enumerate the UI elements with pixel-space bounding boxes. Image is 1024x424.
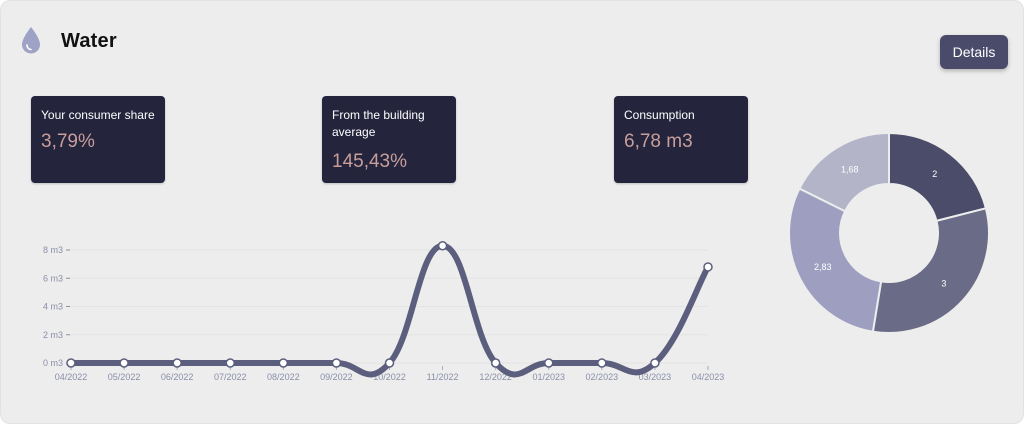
y-tick-label: 4 m3 [43, 302, 63, 312]
x-tick-label: 11/2022 [427, 372, 459, 382]
stat-value: 145,43% [332, 151, 408, 172]
stat-value: 3,79% [41, 131, 95, 152]
donut-slice[interactable] [788, 187, 883, 333]
x-tick-label: 08/2022 [267, 372, 300, 382]
x-tick-label: 02/2023 [586, 372, 619, 382]
donut-slice-label: 2 [932, 169, 937, 179]
data-point[interactable] [66, 358, 76, 368]
stat-consumer-share: Your consumer share 3,79% [31, 96, 165, 183]
donut-slice-label: 1,68 [841, 165, 859, 175]
stat-label: From the building average [332, 108, 425, 139]
stat-value: 6,78 m3 [624, 131, 693, 152]
data-point[interactable] [278, 358, 289, 368]
x-tick-label: 04/2022 [55, 372, 88, 382]
card-title: Water [61, 30, 117, 52]
data-point[interactable] [437, 241, 448, 251]
data-point[interactable] [172, 358, 182, 368]
water-drop-icon [22, 27, 40, 54]
donut-slice-label: 2,83 [814, 262, 832, 272]
x-tick-label: 09/2022 [320, 372, 353, 382]
data-point[interactable] [384, 358, 395, 368]
x-tick-label: 03/2023 [639, 372, 672, 382]
x-tick-label: 10/2022 [373, 372, 406, 382]
x-tick-label: 04/2023 [692, 372, 725, 382]
y-tick-label: 2 m3 [43, 330, 63, 340]
y-tick-label: 6 m3 [43, 273, 63, 283]
series-line [68, 242, 711, 378]
x-tick-label: 01/2023 [532, 372, 565, 382]
data-point[interactable] [490, 358, 501, 368]
x-tick-label: 06/2022 [161, 372, 194, 382]
consumption-line-chart: 0 m3 2 m3 4 m3 6 m3 8 m3 04/2022 05/2022 06/202… [43, 241, 725, 382]
data-point[interactable] [703, 262, 713, 272]
y-tick-label: 0 m3 [43, 358, 63, 368]
donut-slice-label: 3 [941, 278, 946, 288]
x-tick-label: 07/2022 [214, 372, 247, 382]
stat-label: Consumption [624, 108, 695, 122]
donut-slice[interactable] [888, 131, 988, 223]
y-tick-label: 8 m3 [43, 245, 63, 255]
data-point[interactable] [597, 358, 607, 368]
data-point[interactable] [544, 358, 554, 368]
data-point[interactable] [650, 358, 660, 368]
stat-label: Your consumer share [41, 108, 155, 122]
data-point[interactable] [331, 358, 342, 368]
x-tick-label: 12/2022 [479, 372, 512, 382]
consumption-donut-chart: 2 3 2,83 1,68 [788, 131, 990, 334]
donut-slice[interactable] [798, 131, 890, 213]
x-tick-label: 05/2022 [108, 372, 141, 382]
stat-consumption: Consumption 6,78 m3 [614, 96, 748, 183]
details-button[interactable]: Details [940, 35, 1008, 69]
data-point[interactable] [119, 358, 129, 368]
data-point[interactable] [225, 358, 235, 368]
donut-slice[interactable] [871, 207, 990, 334]
stat-building-average: From the building average 145,43% [322, 96, 456, 183]
